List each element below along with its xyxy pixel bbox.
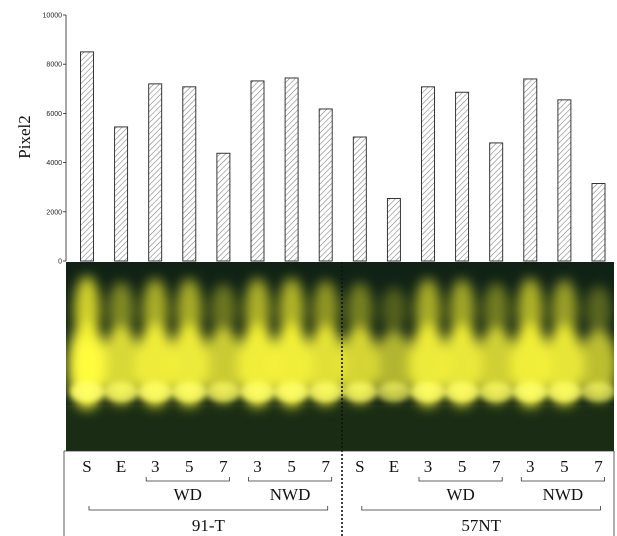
group-bracket — [248, 477, 333, 482]
gel-band-lower — [376, 382, 411, 402]
y-tick-label: 10000 — [43, 13, 63, 20]
y-axis-label: Pixel2 — [15, 115, 34, 158]
gel-smear — [380, 287, 407, 333]
gel-band-lower — [104, 382, 139, 402]
bar — [114, 126, 129, 262]
lane-label: 3 — [424, 457, 433, 476]
lane-label: 7 — [321, 457, 330, 476]
gel-smear — [449, 279, 476, 341]
lane-label: S — [355, 457, 364, 476]
bar — [489, 142, 504, 262]
y-tick-label: 4000 — [46, 160, 62, 167]
gel-smear — [551, 279, 578, 341]
sample-bracket — [361, 506, 601, 511]
group-bracket — [418, 477, 503, 482]
gel-smear — [517, 278, 544, 342]
gel-smear — [244, 278, 271, 342]
bar — [216, 152, 231, 262]
gel-band-lower — [308, 382, 343, 402]
lane-label: 5 — [185, 457, 194, 476]
group-bracket — [145, 477, 230, 482]
gel-band-lower — [513, 382, 548, 402]
gel-smear — [278, 277, 305, 343]
lane-label: S — [82, 457, 91, 476]
gel-smear — [142, 278, 169, 342]
gel-band-lower — [547, 382, 582, 402]
bar — [557, 99, 572, 262]
gel-band-lower — [581, 382, 614, 402]
gel-band-lower — [479, 382, 514, 402]
sample-label: 57NT — [461, 516, 501, 535]
bar — [455, 91, 470, 262]
group-label: WD — [446, 485, 474, 504]
bar — [591, 183, 606, 262]
lane-label: E — [389, 457, 399, 476]
gel-band — [204, 327, 243, 403]
group-brackets: WD NWD WD NWD 91-T 57NT — [88, 477, 605, 535]
gel-band — [579, 329, 614, 401]
sample-label: 91-T — [192, 516, 226, 535]
lane-label: 5 — [287, 457, 296, 476]
gel-smear — [74, 276, 100, 344]
gel-smear — [483, 282, 510, 338]
gel-band-lower — [445, 382, 480, 402]
gel-band-lower — [342, 382, 377, 402]
gel-image — [66, 262, 614, 451]
gel-band-lower — [138, 382, 173, 402]
gel-band-lower — [70, 382, 104, 402]
lane-label: 3 — [526, 457, 535, 476]
lane-label: 3 — [253, 457, 262, 476]
lane-label: 7 — [594, 457, 603, 476]
gel-smear — [312, 280, 339, 340]
group-label: NWD — [543, 485, 584, 504]
gel-band — [374, 330, 413, 400]
bar — [80, 51, 94, 262]
gel-band-lower — [274, 382, 309, 402]
gel-smear — [415, 278, 441, 342]
bar — [352, 136, 367, 262]
lane-label: 3 — [151, 457, 160, 476]
group-label: WD — [174, 485, 202, 504]
gel-band-lower — [172, 382, 207, 402]
gel-lower-shade — [66, 405, 614, 451]
gel-smear — [346, 282, 373, 338]
bar — [250, 80, 265, 262]
gel-smear — [585, 286, 612, 334]
y-tick-label: 8000 — [46, 62, 62, 69]
gel-smear — [210, 283, 237, 337]
bar — [284, 77, 299, 262]
bar — [523, 78, 538, 262]
bar — [148, 83, 163, 262]
lane-labels: S E 3 5 7 3 5 7 S E 3 5 7 3 5 7 — [82, 457, 603, 476]
group-label: NWD — [270, 485, 311, 504]
bar — [421, 86, 435, 262]
gel-smear — [108, 281, 135, 339]
group-bracket — [520, 477, 605, 482]
bar-series — [80, 51, 606, 262]
lane-label: E — [116, 457, 126, 476]
bar — [182, 86, 197, 262]
gel-band-lower — [240, 382, 275, 402]
lane-label: 5 — [560, 457, 569, 476]
y-axis: 0 2000 4000 6000 8000 10000 — [43, 13, 67, 266]
lane-label: 5 — [458, 457, 467, 476]
y-tick-label: 0 — [58, 259, 62, 266]
lane-label: 7 — [219, 457, 228, 476]
gel-smear — [176, 278, 203, 342]
gel-band-lower — [206, 382, 241, 402]
y-tick-label: 6000 — [46, 111, 62, 118]
bar — [386, 198, 401, 262]
bar — [318, 108, 333, 262]
gel-band-lower — [411, 382, 445, 402]
lane-label: 7 — [492, 457, 501, 476]
y-tick-label: 2000 — [46, 209, 62, 216]
sample-bracket — [88, 506, 329, 511]
